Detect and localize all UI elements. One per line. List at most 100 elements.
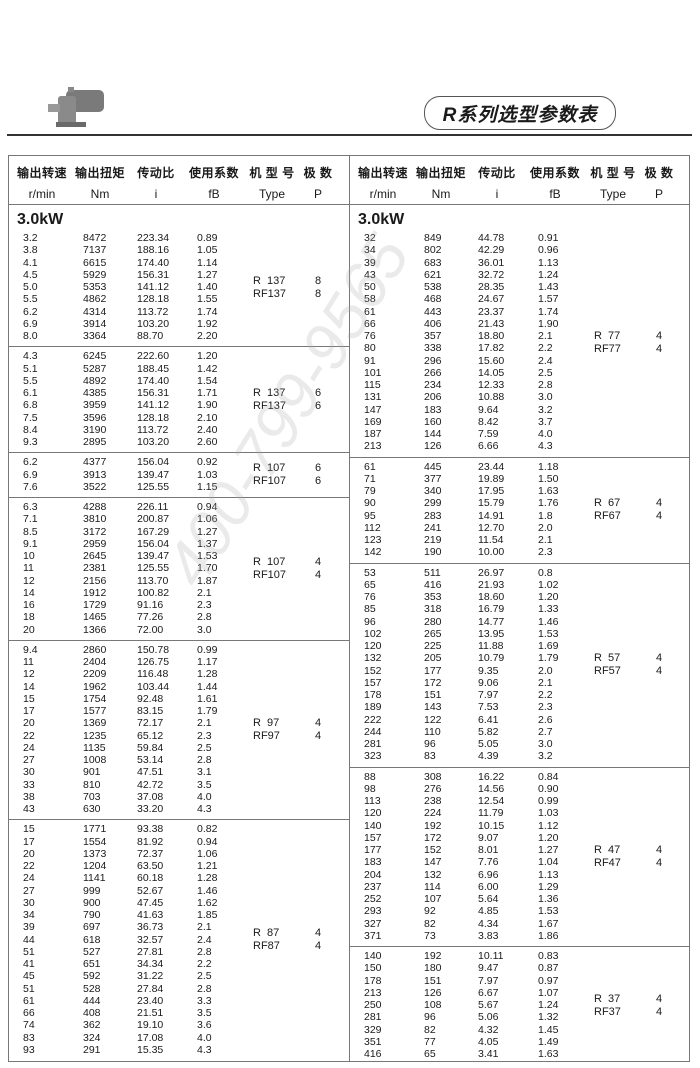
service-factor-cell: 0.84 [538,770,559,783]
table-row: 281 96 5.06 1.32 [350,1011,689,1023]
table-row: 157 172 9.06 2.1 [350,677,689,689]
service-factor-cell: 2.5 [197,970,212,983]
torque-cell: 1577 [83,705,107,717]
ratio-cell: 92.48 [137,692,164,705]
torque-cell: 3522 [83,480,107,493]
ratio-cell: 28.35 [478,281,505,293]
ratio-cell: 10.00 [478,546,505,559]
speed-cell: 183 [364,856,382,869]
torque-cell: 1366 [83,623,107,636]
table-row: 90 299 15.79 1.76 [350,497,689,509]
torque-cell: 538 [424,281,442,293]
table-row: 4.1 6615 174.40 1.14 [9,257,349,269]
service-factor-cell: 2.4 [538,354,553,367]
speed-cell: 5.5 [23,293,38,306]
ratio-cell: 47.45 [137,896,164,909]
torque-cell: 1369 [83,717,107,730]
torque-cell: 224 [424,807,442,820]
table-row: 213 126 6.66 4.3 [350,440,689,452]
gear-motor-image [48,87,104,127]
service-factor-cell: 2.8 [197,945,212,958]
torque-cell: 107 [424,893,442,905]
torque-cell: 443 [424,305,442,318]
speed-cell: 90 [364,497,376,510]
table-row: 12 2156 113.70 1.87 [9,575,349,587]
column-header-cn: 传动比 [478,166,516,180]
ratio-cell: 125.55 [137,562,170,575]
table-row: 38 703 37.08 4.0 [9,791,349,803]
ratio-cell: 19.10 [137,1019,164,1032]
model-type-label: RF47 [594,856,621,869]
torque-cell: 324 [83,1031,101,1044]
ratio-cell: 5.64 [478,893,499,905]
table-row: 61 444 23.40 3.3 [9,995,349,1007]
column-header-cn: 使用系数 [188,166,239,180]
speed-cell: 147 [364,403,382,416]
ratio-cell: 12.33 [478,379,505,391]
service-factor-cell: 0.89 [197,232,218,244]
service-factor-cell: 2.2 [538,689,553,701]
table-row: 120 224 11.79 1.03 [350,807,689,819]
speed-cell: 95 [364,509,376,522]
torque-cell: 280 [424,615,442,628]
torque-cell: 296 [424,354,442,367]
speed-cell: 113 [364,795,381,807]
column-header: 输出扭矩 Nm [408,156,474,201]
table-row: 98 276 14.56 0.90 [350,783,689,795]
table-row: 12 2209 116.48 1.28 [9,668,349,680]
table-row: 8.0 3364 88.70 2.20 [9,330,349,342]
speed-cell: 66 [23,1007,35,1019]
ratio-cell: 11.88 [478,640,504,652]
speed-cell: 30 [23,896,35,909]
torque-cell: 1912 [83,586,107,599]
torque-cell: 219 [424,534,442,546]
table-row: 11 2404 126.75 1.17 [9,656,349,668]
ratio-cell: 23.40 [137,994,164,1007]
service-factor-cell: 0.92 [197,456,218,469]
torque-cell: 4862 [83,293,107,306]
model-group: 32 849 44.78 0.91 34 802 42.29 0.96 39 683 36.01 1.… [350,229,689,458]
service-factor-cell: 1.36 [538,893,559,905]
pole-count-label: 6 [315,386,322,399]
service-factor-cell: 2.20 [197,330,218,342]
torque-cell: 192 [424,819,442,832]
service-factor-cell: 1.53 [538,905,559,918]
service-factor-cell: 1.20 [538,591,559,603]
service-factor-cell: 2.6 [538,713,553,726]
ratio-cell: 16.79 [478,603,505,616]
torque-cell: 110 [424,725,441,738]
speed-cell: 71 [364,472,376,485]
ratio-cell: 4.05 [478,1035,499,1048]
table-row: 11 2381 125.55 1.70 [9,562,349,574]
pole-count-label: 4 [656,843,663,856]
column-header: 传动比 i [123,156,189,201]
ratio-cell: 14.05 [478,366,505,379]
speed-cell: 187 [364,428,382,440]
model-type: R 87 RF87 [253,927,280,953]
speed-cell: 34 [23,909,35,921]
torque-cell: 2895 [83,436,107,448]
speed-cell: 80 [364,342,376,355]
service-factor-cell: 1.79 [197,705,218,717]
service-factor-cell: 1.46 [538,615,559,628]
service-factor-cell: 1.14 [197,256,218,269]
speed-cell: 5.5 [23,374,38,387]
ratio-cell: 4.32 [478,1023,499,1036]
table-row: 39 697 36.73 2.1 [9,921,349,933]
ratio-cell: 31.22 [137,970,164,983]
pole-count-label: 4 [315,717,322,729]
model-group: 6.2 4377 156.04 0.92 6.9 3913 139.47 1.03 7.6 352… [9,453,349,498]
torque-cell: 900 [83,896,101,909]
service-factor-cell: 3.5 [197,1007,212,1019]
table-row: 3.8 7137 188.16 1.05 [9,244,349,256]
speed-cell: 250 [364,999,382,1011]
speed-cell: 51 [23,945,35,958]
table-row: 293 92 4.85 1.53 [350,905,689,917]
table-row: 237 114 6.00 1.29 [350,881,689,893]
table-row: 15 1754 92.48 1.61 [9,693,349,705]
service-factor-cell: 1.21 [197,860,218,872]
ratio-cell: 156.04 [137,537,170,550]
model-type-label: RF37 [594,1005,621,1018]
